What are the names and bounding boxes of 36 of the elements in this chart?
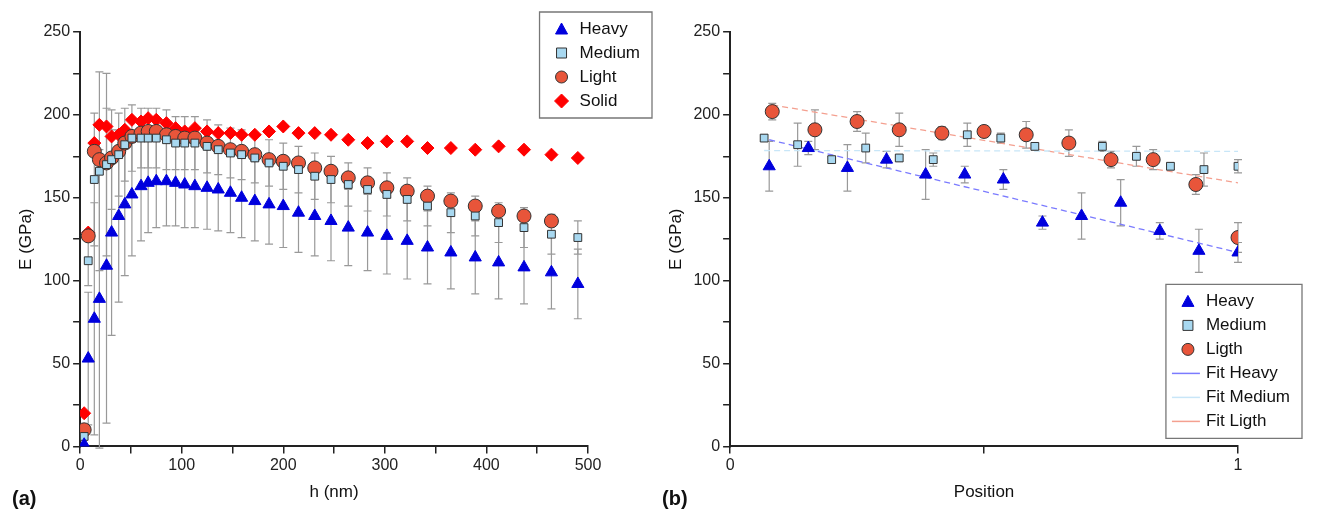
text: (a) xyxy=(12,486,37,509)
y-tick-label: 150 xyxy=(43,188,71,206)
x-tick-label: 1 xyxy=(1233,456,1243,474)
y-tick-label: 100 xyxy=(43,271,71,289)
legend-label: Light xyxy=(579,66,617,86)
x-tick-label: 400 xyxy=(473,456,500,474)
y-tick-label: 100 xyxy=(693,271,721,289)
x-tick-label: 500 xyxy=(574,456,602,474)
legend-label: Heavy xyxy=(1205,291,1255,311)
legend-label: Fit Heavy xyxy=(1205,363,1279,383)
x-axis-title: Position xyxy=(953,482,1015,502)
y-tick-label: 0 xyxy=(711,436,721,454)
y-tick-label: 250 xyxy=(43,22,71,40)
x-tick-label: 300 xyxy=(371,456,399,474)
x-tick-label: 100 xyxy=(168,456,196,474)
legend-label: Medium xyxy=(1205,315,1267,335)
legend-label: Medium xyxy=(579,42,641,62)
legend-label: Ligth xyxy=(1205,339,1243,359)
y-axis-title: E (GPa) xyxy=(665,208,685,270)
y-tick-label: 0 xyxy=(61,436,71,454)
legend-label: Solid xyxy=(579,90,618,110)
x-tick-label: 200 xyxy=(269,456,297,474)
legend-label: Fit Ligth xyxy=(1205,411,1267,431)
x-tick-label: 0 xyxy=(725,456,735,474)
y-tick-label: 50 xyxy=(702,353,721,371)
y-tick-label: 250 xyxy=(693,22,721,40)
y-axis-title: E (GPa) xyxy=(15,208,35,270)
y-tick-label: 200 xyxy=(693,105,721,123)
y-tick-label: 50 xyxy=(52,353,71,371)
legend-label: Heavy xyxy=(579,18,629,38)
text: (b) xyxy=(662,486,688,509)
y-tick-label: 150 xyxy=(693,188,721,206)
y-tick-label: 200 xyxy=(43,105,71,123)
x-tick-label: 0 xyxy=(75,456,85,474)
x-axis-title: h (nm) xyxy=(309,482,359,502)
legend-label: Fit Medium xyxy=(1205,387,1291,407)
